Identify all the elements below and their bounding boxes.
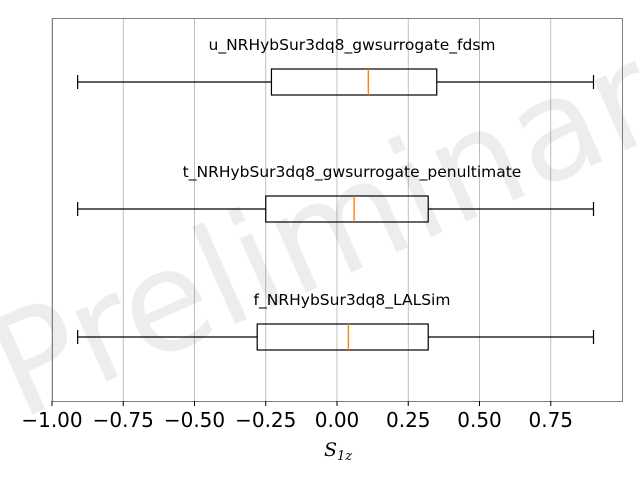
x-tick-label: 0.00 (315, 408, 360, 432)
x-tick-label: −0.50 (164, 408, 225, 432)
box-label: f_NRHybSur3dq8_LALSim (254, 291, 451, 310)
x-tick-label: 0.25 (386, 408, 431, 432)
watermark: Preliminary (0, 0, 640, 451)
x-tick-label: −0.25 (235, 408, 296, 432)
x-axis-label: S1z (324, 439, 352, 464)
box-series: u_NRHybSur3dq8_gwsurrogate_fdsm t_NRHybSu… (77, 36, 595, 351)
box-plot-item: u_NRHybSur3dq8_gwsurrogate_fdsm (77, 36, 595, 96)
box-plot-item: t_NRHybSur3dq8_gwsurrogate_penultimate (77, 163, 595, 223)
x-axis-label-sub: 1z (337, 449, 352, 464)
iqr-box (256, 323, 429, 351)
x-tick-label: 0.50 (457, 408, 502, 432)
x-axis-ticks: −1.00 −0.75 −0.50 −0.25 0.00 0.25 0.50 0.75 (21, 401, 573, 432)
x-tick-label: 0.75 (528, 408, 573, 432)
box-label: u_NRHybSur3dq8_gwsurrogate_fdsm (209, 36, 496, 55)
box-label: t_NRHybSur3dq8_gwsurrogate_penultimate (183, 163, 522, 182)
x-tick-label: −1.00 (21, 408, 82, 432)
x-axis-label-main: S (324, 439, 337, 461)
x-tick-label: −0.75 (93, 408, 154, 432)
box-plot-item: f_NRHybSur3dq8_LALSim (77, 291, 595, 351)
iqr-box (265, 195, 429, 223)
iqr-box (270, 68, 438, 96)
